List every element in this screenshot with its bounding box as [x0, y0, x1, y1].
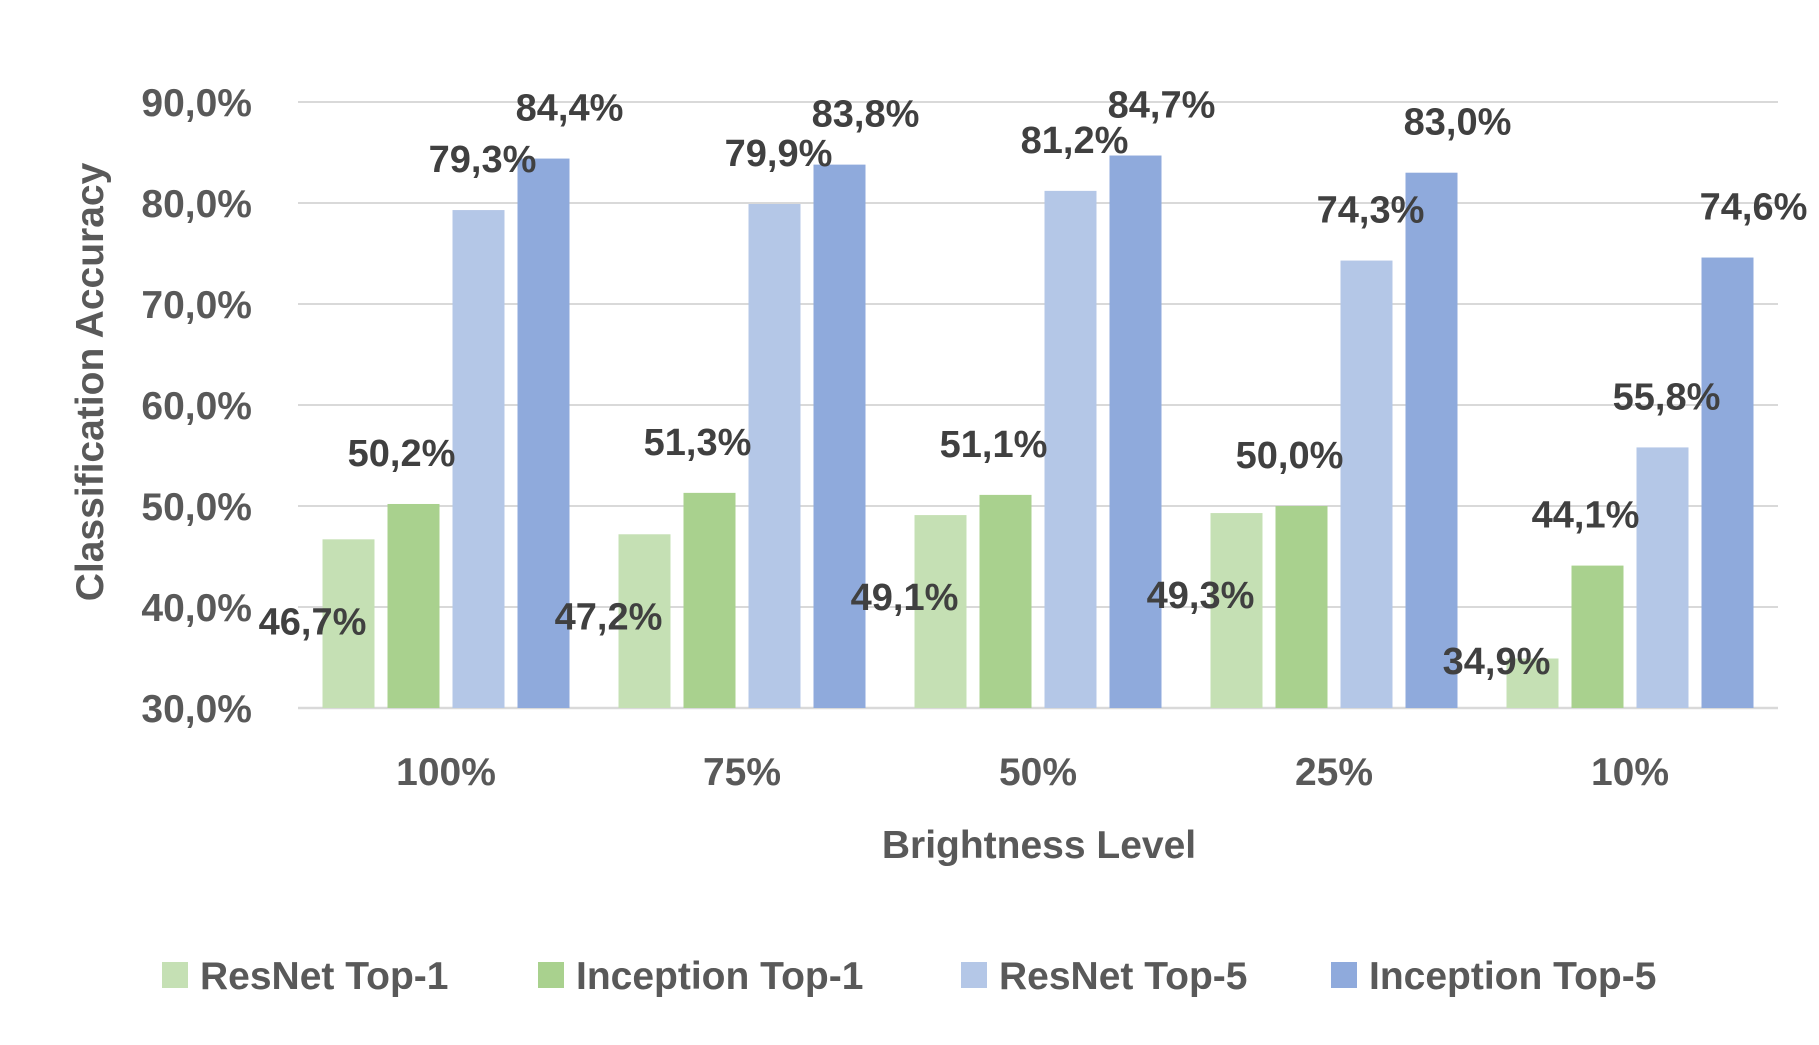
- legend-swatch: [538, 962, 564, 988]
- data-label: 55,8%: [1613, 376, 1721, 418]
- data-label: 79,3%: [429, 139, 537, 181]
- bar-resnet-top-1: [322, 539, 375, 708]
- bar-resnet-top-5: [1340, 260, 1393, 708]
- y-tick-label: 70,0%: [141, 284, 252, 327]
- bar-inception-top-1: [1571, 565, 1624, 708]
- bar-resnet-top-1: [1506, 658, 1559, 708]
- data-label: 83,0%: [1404, 102, 1512, 144]
- legend-label: Inception Top-1: [576, 955, 863, 998]
- y-tick-label: 80,0%: [141, 183, 252, 226]
- legend-swatch: [961, 962, 987, 988]
- y-tick-label: 50,0%: [141, 486, 252, 529]
- x-axis-label: Brightness Level: [882, 824, 1196, 867]
- data-label: 50,2%: [348, 433, 456, 475]
- bar-inception-top-1: [387, 503, 440, 708]
- y-tick-label: 90,0%: [141, 82, 252, 125]
- data-label: 79,9%: [725, 133, 833, 175]
- x-tick-label: 10%: [1591, 751, 1669, 794]
- bar-inception-top-1: [979, 494, 1032, 708]
- bar-inception-top-5: [1405, 172, 1458, 708]
- data-label: 74,6%: [1700, 187, 1808, 229]
- bar-resnet-top-5: [748, 204, 801, 708]
- y-axis-ticks: 30,0% 40,0% 50,0% 60,0% 70,0% 80,0% 90,0%: [141, 82, 252, 731]
- bar-resnet-top-5: [452, 210, 505, 708]
- bar-inception-top-5: [813, 164, 866, 708]
- data-label: 84,4%: [516, 88, 624, 130]
- data-label: 34,9%: [1443, 641, 1551, 683]
- bar-inception-top-5: [1701, 257, 1754, 708]
- data-label: 49,3%: [1147, 575, 1255, 617]
- data-label: 74,3%: [1317, 190, 1425, 232]
- bar-inception-top-5: [517, 158, 570, 708]
- bar-resnet-top-5: [1044, 190, 1097, 708]
- data-label: 84,7%: [1108, 85, 1216, 127]
- x-axis-ticks: 100% 75% 50% 25% 10%: [396, 751, 1669, 794]
- y-tick-label: 60,0%: [141, 385, 252, 428]
- data-label: 44,1%: [1532, 495, 1640, 537]
- data-label: 51,3%: [644, 422, 752, 464]
- bar-resnet-top-1: [618, 534, 671, 708]
- legend-label: Inception Top-5: [1369, 955, 1656, 998]
- bar-inception-top-1: [683, 492, 736, 708]
- data-label: 50,0%: [1236, 435, 1344, 477]
- y-axis-label: Classification Accuracy: [69, 162, 112, 601]
- x-tick-label: 50%: [999, 751, 1077, 794]
- bar-inception-top-1: [1275, 506, 1328, 708]
- data-label: 47,2%: [555, 596, 663, 638]
- y-tick-label: 40,0%: [141, 587, 252, 630]
- data-label: 46,7%: [259, 601, 367, 643]
- data-label: 51,1%: [940, 424, 1048, 466]
- bar-resnet-top-1: [1210, 513, 1263, 708]
- data-labels: 46,7% 50,2% 79,3% 84,4% 47,2% 51,3% 79,9%83,8%…: [259, 85, 1808, 683]
- legend-swatch: [162, 962, 188, 988]
- legend-label: ResNet Top-5: [999, 955, 1247, 998]
- x-tick-label: 75%: [703, 751, 781, 794]
- bar-inception-top-5: [1109, 155, 1162, 708]
- data-label: 49,1%: [851, 577, 959, 619]
- y-tick-label: 30,0%: [141, 688, 252, 731]
- bar-resnet-top-5: [1636, 447, 1689, 708]
- x-tick-label: 25%: [1295, 751, 1373, 794]
- legend-swatch: [1331, 962, 1357, 988]
- bar-resnet-top-1: [914, 515, 967, 708]
- data-label: 83,8%: [812, 94, 920, 136]
- data-label: 81,2%: [1021, 120, 1129, 162]
- legend-label: ResNet Top-1: [200, 955, 448, 998]
- x-tick-label: 100%: [396, 751, 496, 794]
- bars: [322, 155, 1754, 708]
- legend: ResNet Top-1 Inception Top-1 ResNet Top-5 I…: [162, 955, 1656, 998]
